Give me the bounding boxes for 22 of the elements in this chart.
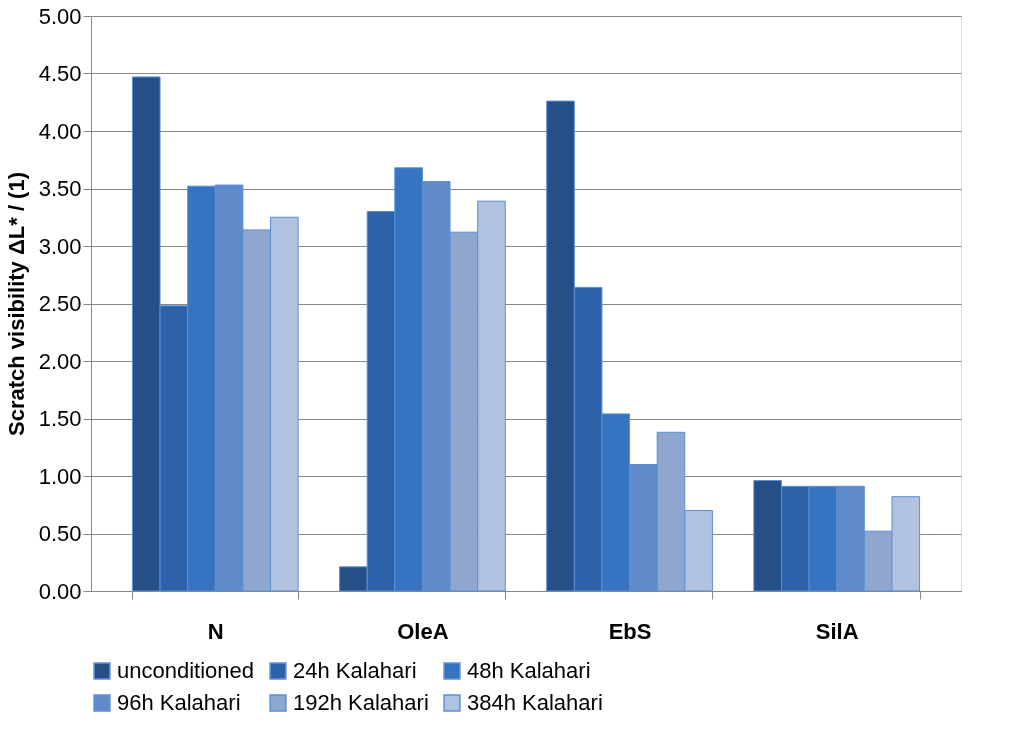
x-tick-label: SilA: [815, 618, 859, 644]
legend-label: 24h Kalahari: [293, 658, 417, 683]
legend-label: 192h Kalahari: [293, 690, 429, 715]
y-tick-label: 4.50: [38, 61, 82, 86]
y-tick-label: 3.00: [38, 233, 82, 259]
x-tick-label: N: [207, 618, 224, 644]
legend-label: unconditioned: [117, 658, 255, 683]
y-tick-label: 5.00: [38, 3, 82, 29]
y-tick-label: 2.50: [38, 291, 82, 316]
legend-label: 384h Kalahari: [467, 690, 603, 715]
y-tick-label: 0.50: [38, 521, 82, 546]
y-tick-label: 0.00: [38, 578, 82, 604]
legend-label: 48h Kalahari: [467, 658, 591, 683]
y-tick-label: 4.00: [38, 118, 82, 144]
x-tick-label: EbS: [608, 618, 652, 644]
y-tick-label: 1.00: [38, 463, 82, 489]
legend-label: 96h Kalahari: [117, 690, 241, 715]
y-tick-label: 3.50: [38, 176, 82, 201]
y-tick-label: 2.00: [38, 348, 82, 374]
x-tick-label: OleA: [397, 618, 449, 644]
y-tick-label: 1.50: [38, 406, 82, 431]
y-axis-title: Scratch visibility ΔL* / (1): [3, 172, 29, 436]
